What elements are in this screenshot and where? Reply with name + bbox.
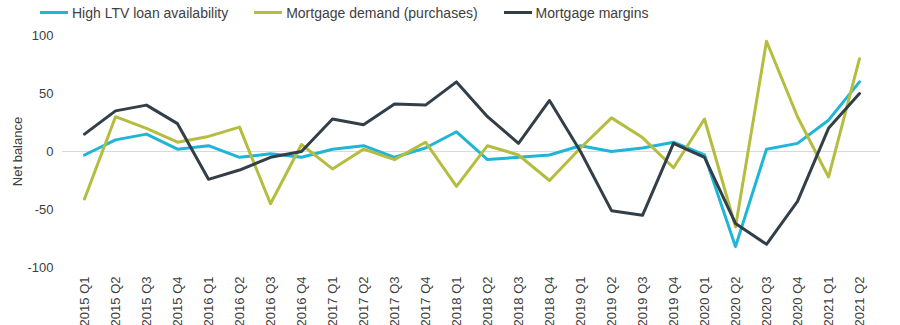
svg-text:2015 Q1: 2015 Q1: [77, 277, 92, 325]
svg-text:2017 Q4: 2017 Q4: [418, 277, 433, 325]
svg-text:2021 Q1: 2021 Q1: [821, 277, 836, 325]
svg-text:2016 Q4: 2016 Q4: [294, 277, 309, 325]
svg-text:2019 Q3: 2019 Q3: [635, 277, 650, 325]
svg-text:2016 Q2: 2016 Q2: [232, 277, 247, 325]
svg-text:2020 Q2: 2020 Q2: [728, 277, 743, 325]
html-text:High LTV loan availability: High LTV loan availability: [72, 4, 229, 21]
svg-text:2016 Q1: 2016 Q1: [201, 277, 216, 325]
svg-text:2017 Q1: 2017 Q1: [325, 277, 340, 325]
svg-text:2015 Q2: 2015 Q2: [108, 277, 123, 325]
html-text:Mortgage demand (purchases): Mortgage demand (purchases): [286, 4, 478, 21]
svg-text:0: 0: [46, 144, 53, 159]
svg-text:2019 Q1: 2019 Q1: [573, 277, 588, 325]
html-text:Mortgage margins: Mortgage margins: [535, 4, 649, 21]
svg-text:2018 Q3: 2018 Q3: [511, 277, 526, 325]
svg-text:2018 Q2: 2018 Q2: [480, 277, 495, 325]
svg-text:2018 Q4: 2018 Q4: [542, 277, 557, 325]
svg-text:2020 Q1: 2020 Q1: [697, 277, 712, 325]
svg-text:2021 Q2: 2021 Q2: [852, 277, 867, 325]
svg-text:2020 Q4: 2020 Q4: [790, 277, 805, 325]
svg-text:2019 Q2: 2019 Q2: [604, 277, 619, 325]
svg-text:2015 Q3: 2015 Q3: [139, 277, 154, 325]
svg-text:100: 100: [32, 28, 54, 43]
svg-text:-50: -50: [35, 202, 54, 217]
svg-text:2015 Q4: 2015 Q4: [170, 277, 185, 325]
svg-text:2016 Q3: 2016 Q3: [263, 277, 278, 325]
svg-text:2017 Q2: 2017 Q2: [356, 277, 371, 325]
svg-text:2018 Q1: 2018 Q1: [449, 277, 464, 325]
svg-text:Net balance: Net balance: [10, 117, 25, 186]
svg-text:2019 Q4: 2019 Q4: [666, 277, 681, 325]
svg-text:50: 50: [39, 86, 53, 101]
svg-text:2017 Q3: 2017 Q3: [387, 277, 402, 325]
svg-text:-100: -100: [27, 260, 53, 275]
svg-text:2020 Q3: 2020 Q3: [759, 277, 774, 325]
